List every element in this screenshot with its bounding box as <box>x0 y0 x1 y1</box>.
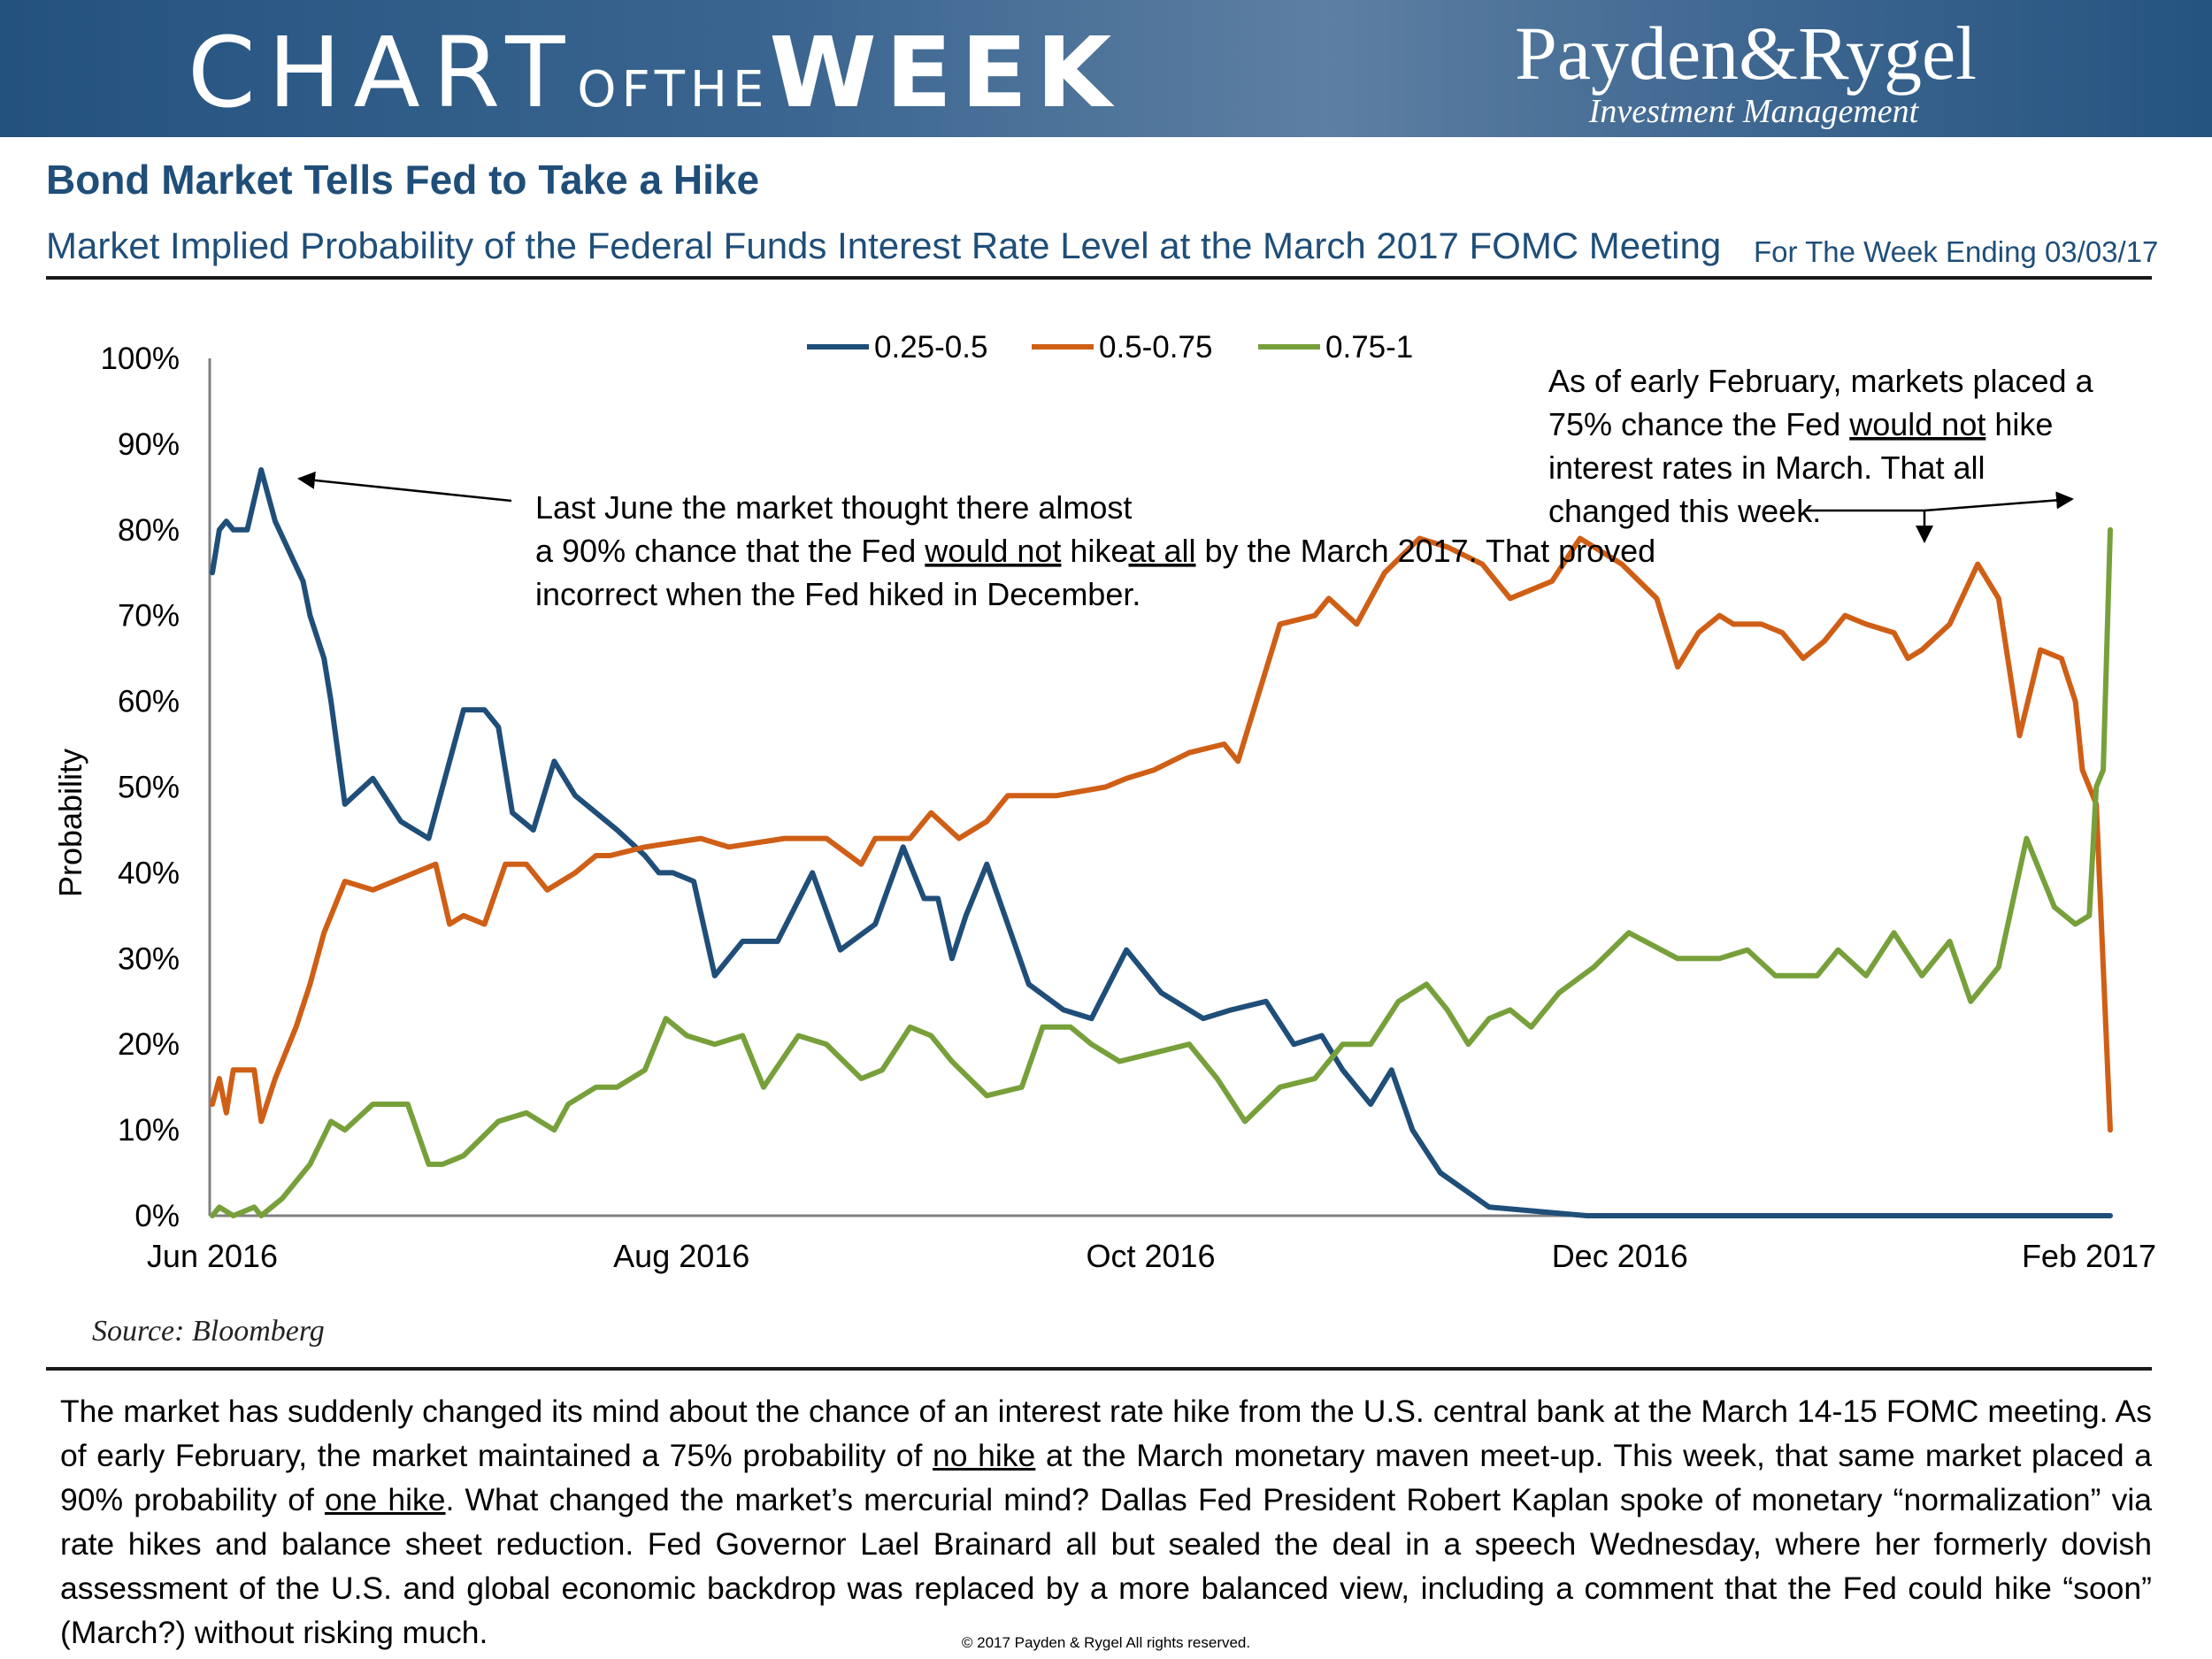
x-tick-label: Oct 2016 <box>1086 1238 1215 1274</box>
page-title: Bond Market Tells Fed to Take a Hike <box>46 157 760 203</box>
commentary-part-1: The market has suddenly changed its mind… <box>60 1394 2152 1473</box>
y-tick-label: 30% <box>118 941 180 976</box>
annotation-2-line-2: 75% chance the Fed <box>1548 406 1849 442</box>
x-tick-label: Dec 2016 <box>1552 1238 1688 1274</box>
logo-main-text: Payden&Rygel <box>1515 11 1978 96</box>
y-tick-label: 100% <box>100 342 180 376</box>
y-tick-label: 60% <box>118 685 180 719</box>
annotation-1-line-2: hike <box>1061 533 1128 569</box>
banner-title-week: WEEK <box>769 16 1121 129</box>
company-logo: Payden&Rygel Investment Management <box>1515 11 1978 130</box>
annotation-1-line-1: Last June the market thought there almos… <box>535 489 1132 526</box>
commentary-paragraph: The market has suddenly changed its mind… <box>60 1389 2152 1655</box>
chart-subtitle: Market Implied Probability of the Federa… <box>46 225 1722 266</box>
header-banner: CHARTOFTHEWEEK Payden&Rygel Investment M… <box>0 0 2212 137</box>
annotation-2-line-1: As of early February, markets placed a <box>1548 363 2094 399</box>
annotation-1-line-4: incorrect when the Fed hiked in December… <box>535 576 1141 612</box>
annotation-1-line-2-underlined: would not <box>924 533 1061 569</box>
legend-label-0.5-0.75: 0.5-0.75 <box>1099 330 1212 365</box>
annotation-1-line-3: by the March 2017. That proved <box>1196 533 1656 569</box>
annotation-arrow-feb-right <box>1924 491 2074 512</box>
banner-title-of-the: OFTHE <box>577 61 770 119</box>
week-ending-label: For The Week Ending 03/03/17 <box>1754 235 2159 268</box>
series-line-0.5-0.75 <box>210 535 2113 1133</box>
legend-label-0.25-0.5: 0.25-0.5 <box>874 330 987 365</box>
annotation-arrow-june <box>297 471 512 503</box>
chart-of-the-week-title: CHARTOFTHEWEEK <box>188 16 1120 129</box>
legend-label-0.75-1: 0.75-1 <box>1325 330 1413 365</box>
y-tick-label: 10% <box>118 1113 180 1148</box>
y-tick-label: 0% <box>134 1199 180 1233</box>
source-note: Source: Bloomberg <box>92 1315 325 1348</box>
y-tick-label: 50% <box>118 771 180 805</box>
commentary-no-hike: no hike <box>933 1438 1036 1473</box>
annotation-arrow-feb-down <box>1804 509 1933 543</box>
annotation-1-line-2: a 90% chance that the Fed <box>535 533 925 569</box>
annotation-2-line-2: hike <box>1985 406 2053 442</box>
x-tick-label: Aug 2016 <box>613 1238 749 1274</box>
logo-sub-text: Investment Management <box>1588 93 1919 130</box>
annotation-1-line-3-underlined: at all <box>1128 533 1195 569</box>
commentary-part-3: . What changed the market’s mercurial mi… <box>60 1482 2153 1650</box>
chart-annotation-1: Last June the market thought there almos… <box>535 489 1655 612</box>
annotation-2-line-2-underlined: would not <box>1848 406 1985 442</box>
chart-annotation-2: As of early February, markets placed a 75… <box>1548 363 2094 529</box>
y-axis-label: Probability <box>52 749 88 897</box>
commentary-part-2: at the March monetary maven meet-up. Thi… <box>60 1438 2152 1517</box>
footer-divider <box>46 1367 2152 1371</box>
banner-title-chart: CHART <box>188 16 578 129</box>
y-tick-label: 40% <box>118 856 180 890</box>
annotation-2-line-3: interest rates in March. That all <box>1548 449 1985 486</box>
header-divider <box>46 276 2152 280</box>
y-tick-label: 20% <box>118 1027 180 1062</box>
y-tick-label: 80% <box>118 513 180 548</box>
line-chart: 0% 10% 20% 30% 40% 50% 60% 70% 80% 90% 100% Jun 20… <box>52 330 2156 1274</box>
series-line-0.75-1 <box>210 526 2113 1218</box>
copyright: © 2017 Payden & Rygel All rights reserve… <box>961 1634 1251 1651</box>
annotation-2-line-4: changed this week. <box>1548 493 1821 529</box>
x-tick-label: Jun 2016 <box>147 1238 278 1274</box>
series-line-0.25-0.5 <box>210 467 2113 1218</box>
y-tick-label: 90% <box>118 427 180 462</box>
y-tick-label: 70% <box>118 599 180 634</box>
commentary-one-hike: one hike <box>324 1482 446 1517</box>
x-tick-label: Feb 2017 <box>2022 1238 2156 1274</box>
